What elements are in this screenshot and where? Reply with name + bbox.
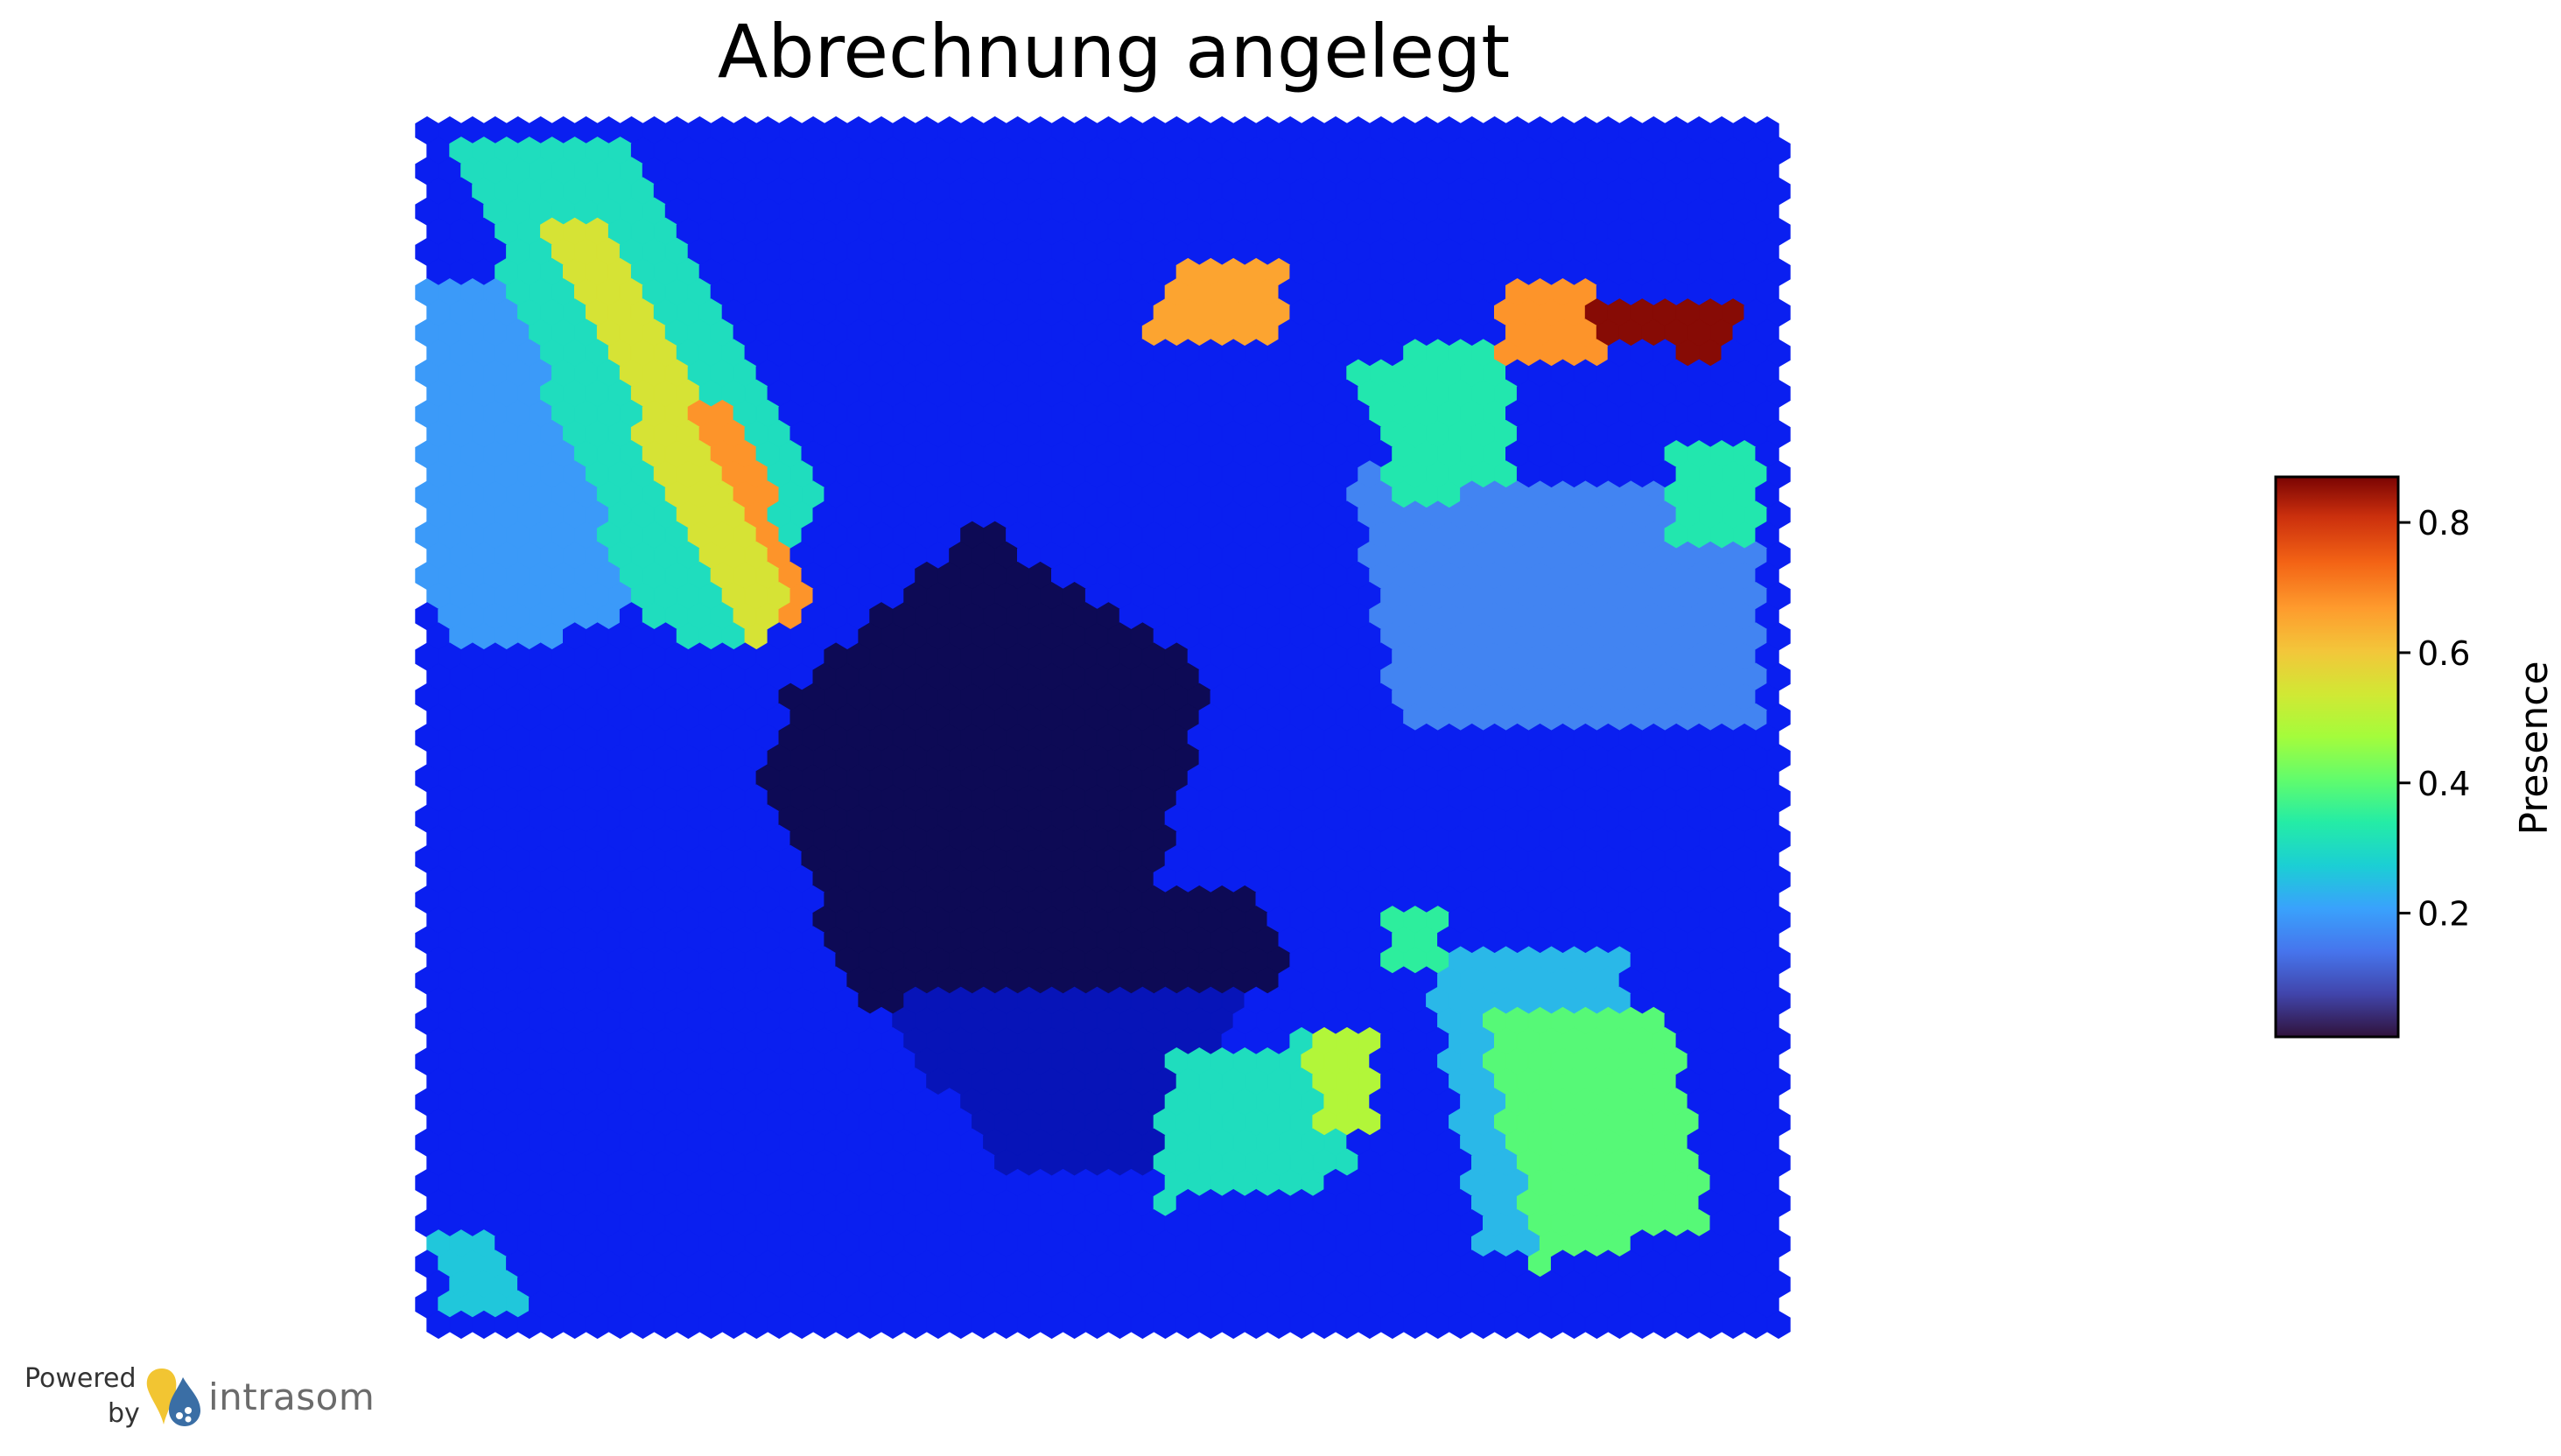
colorbar-gradient-top <box>2276 477 2398 608</box>
colorbar-ticks: 0.2 0.4 0.6 0.8 <box>2398 504 2470 934</box>
colorbar-tick-label: 0.8 <box>2417 504 2470 542</box>
chart-title: Abrechnung angelegt <box>717 9 1511 94</box>
colorbar-tick-label: 0.2 <box>2417 895 2470 934</box>
intrasom-wordmark: intrasom <box>208 1376 375 1418</box>
colorbar-gradient <box>2276 608 2398 1037</box>
colorbar-tick-label: 0.4 <box>2417 765 2470 803</box>
colorbar-frame <box>2274 475 2400 1039</box>
powered-by-branding: Powered by intrasom <box>25 1363 401 1433</box>
by-text: by <box>108 1398 140 1429</box>
som-hexagon-map <box>415 116 1791 1340</box>
colorbar: 0.2 0.4 0.6 0.8 Presence <box>2274 475 2557 1039</box>
hex-cells-layer <box>415 116 1791 1340</box>
colorbar-label: Presence <box>2512 661 2557 835</box>
intrasom-logo-icon <box>146 1368 200 1426</box>
hex-cell <box>1766 1310 1791 1340</box>
colorbar-tick-label: 0.6 <box>2417 634 2470 673</box>
powered-text: Powered <box>25 1363 137 1394</box>
